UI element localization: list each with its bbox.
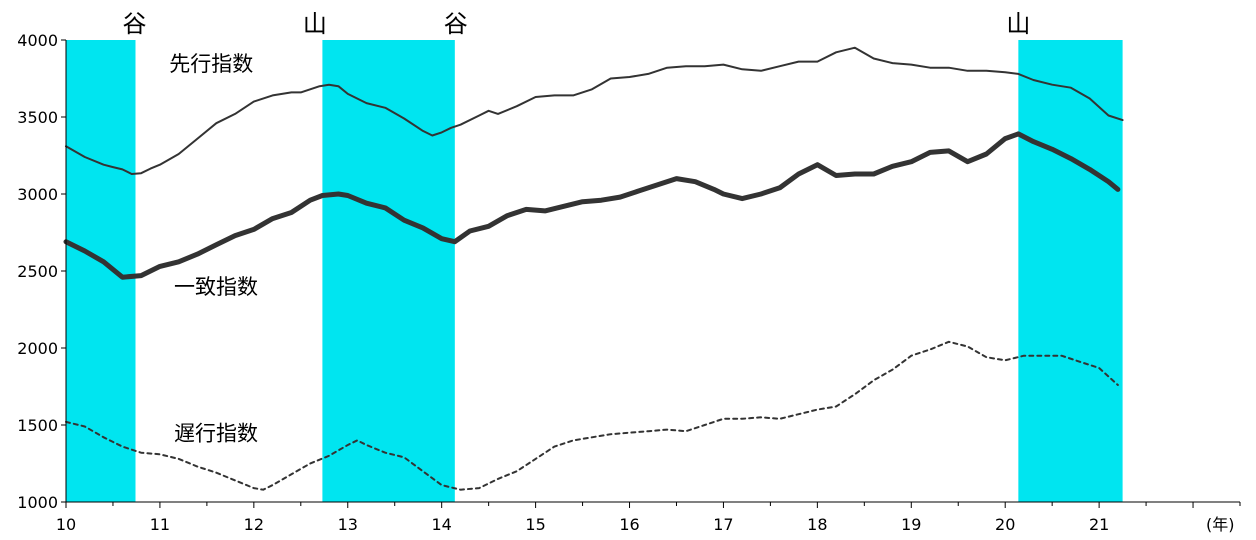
recession-band-1 — [322, 40, 455, 502]
y-tick-label-5: 3500 — [17, 108, 58, 127]
x-tick-label-7: 17 — [713, 515, 733, 534]
y-tick-label-2: 2000 — [17, 339, 58, 358]
x-tick-label-6: 16 — [619, 515, 639, 534]
phase-label-2: 谷 — [444, 10, 468, 38]
phase-label-0: 谷 — [123, 10, 147, 38]
recession-band-0 — [66, 40, 136, 502]
recession-shading-layer — [66, 40, 1123, 502]
series-label-2: 遅行指数 — [174, 421, 258, 445]
y-tick-label-4: 3000 — [17, 185, 58, 204]
x-tick-label-5: 15 — [525, 515, 545, 534]
x-tick-label-11: 21 — [1089, 515, 1109, 534]
series-line-1 — [63, 131, 1121, 280]
y-tick-label-6: 4000 — [17, 31, 58, 50]
series-label-1: 一致指数 — [174, 275, 258, 299]
x-tick-label-10: 20 — [995, 515, 1015, 534]
series-label-0: 先行指数 — [169, 52, 253, 76]
x-tick-label-2: 12 — [244, 515, 264, 534]
x-tick-label-3: 13 — [338, 515, 358, 534]
ticks-layer: 1000 1500 2000 2500 3000 3500 4000 10 11 12 13 14 15… — [17, 31, 1241, 534]
x-tick-label-9: 19 — [901, 515, 921, 534]
phase-label-3: 山 — [1006, 10, 1030, 38]
series-layer — [63, 46, 1124, 491]
y-tick-label-1: 1500 — [17, 416, 58, 435]
y-tick-label-0: 1000 — [17, 493, 58, 512]
x-tick-label-1: 11 — [150, 515, 170, 534]
x-tick-label-4: 14 — [432, 515, 452, 534]
recession-band-2 — [1018, 40, 1123, 502]
phase-label-1: 山 — [303, 10, 327, 38]
series-line-0 — [65, 46, 1124, 175]
x-axis-unit-label: (年) — [1206, 515, 1235, 534]
y-tick-label-3: 2500 — [17, 262, 58, 281]
series-line-2 — [65, 340, 1119, 491]
x-tick-label-0: 10 — [56, 515, 76, 534]
x-tick-label-8: 18 — [807, 515, 827, 534]
